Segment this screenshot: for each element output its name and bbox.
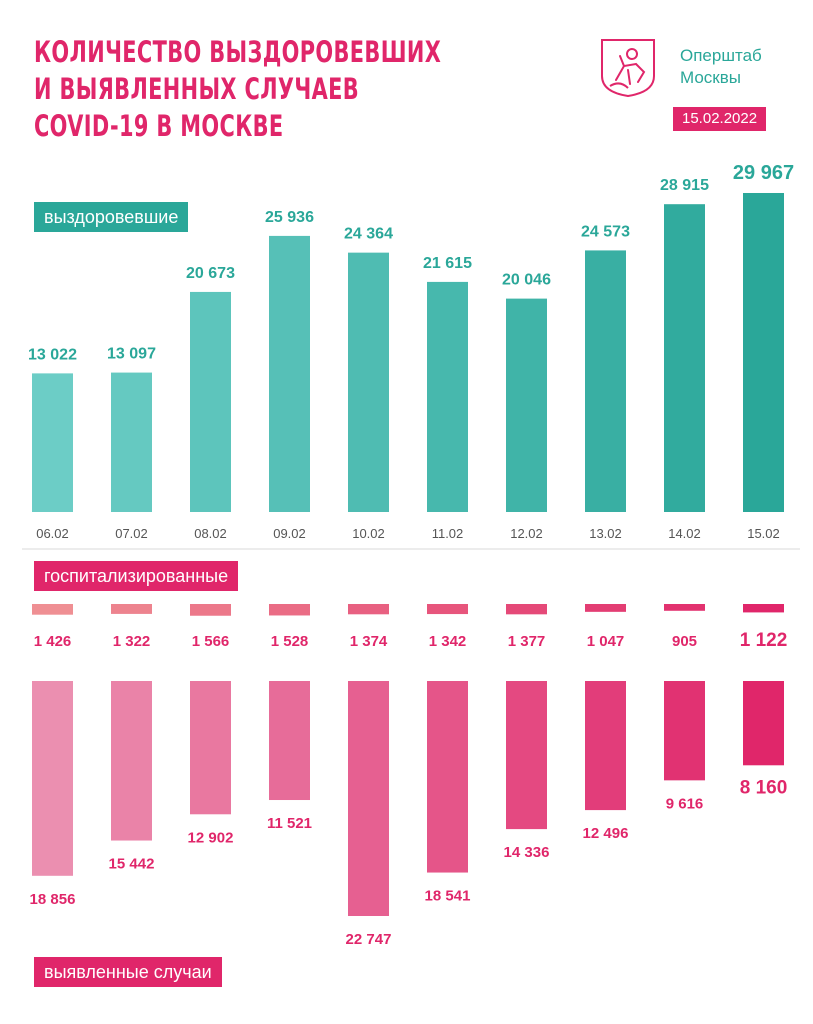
data-label-recovered: 24 573 [581,223,630,240]
data-label-detected: 9 616 [666,795,704,812]
org-name: Оперштаб Москвы [680,45,790,89]
x-tick-label: 06.02 [36,526,69,541]
bar-recovered [506,298,547,512]
org-name-line-1: Оперштаб [680,46,762,65]
bar-recovered [664,204,705,512]
bar-recovered [348,252,389,512]
data-label-hospitalized: 1 322 [113,633,151,650]
data-label-detected: 15 442 [109,856,155,873]
bar-hospitalized [427,604,468,615]
x-tick-label: 10.02 [352,526,385,541]
data-label-recovered: 13 022 [28,346,77,363]
data-label-hospitalized: 1 374 [350,633,388,650]
bar-detected [32,681,73,876]
data-label-recovered: 24 364 [344,226,393,243]
data-label-detected: 18 541 [425,888,471,905]
data-label-detected: 22 747 [346,931,392,948]
bar-detected [427,681,468,873]
bar-hospitalized [506,604,547,615]
data-label-hospitalized: 1 342 [429,633,467,650]
series-label-recovered: выздоровевшие [34,202,189,232]
data-label-hospitalized: 1 377 [508,633,546,650]
data-label-detected: 18 856 [30,891,76,908]
x-tick-label: 08.02 [194,526,227,541]
bar-recovered [743,192,784,512]
bar-detected [348,681,389,916]
data-label-recovered: 28 915 [660,177,709,194]
bar-detected [664,681,705,781]
bar-detected [506,681,547,830]
org-name-line-2: Москвы [680,68,741,87]
bar-recovered [111,372,152,512]
bar-detected [743,681,784,766]
bar-hospitalized [190,604,231,616]
bar-hospitalized [32,604,73,615]
data-label-detected: 12 902 [188,829,234,846]
data-label-hospitalized: 1 047 [587,633,625,650]
x-tick-label: 09.02 [273,526,306,541]
data-label-detected: 12 496 [583,825,629,842]
x-tick-label: 14.02 [668,526,701,541]
page-title: КОЛИЧЕСТВО ВЫЗДОРОВЕВШИХ И ВЫЯВЛЕННЫХ СЛ… [34,34,441,145]
title-line-2: И ВЫЯВЛЕННЫХ СЛУЧАЕВ [34,72,360,106]
bar-detected [585,681,626,811]
data-label-recovered: 20 046 [502,272,551,289]
x-tick-label: 11.02 [432,526,464,541]
bar-detected [190,681,231,815]
x-tick-label: 07.02 [115,526,148,541]
data-label-recovered: 21 615 [423,255,472,272]
data-label-hospitalized: 905 [672,633,697,650]
x-tick-label: 15.02 [747,526,780,541]
data-label-detected: 8 160 [740,777,788,798]
bar-hospitalized [585,604,626,612]
bar-recovered [190,291,231,512]
title-line-1: КОЛИЧЕСТВО ВЫЗДОРОВЕВШИХ [34,35,442,69]
data-label-detected: 14 336 [504,844,550,861]
data-label-recovered: 29 967 [733,162,794,184]
date-badge: 15.02.2022 [673,107,767,131]
data-label-recovered: 20 673 [186,265,235,282]
x-tick-label: 13.02 [589,526,622,541]
data-label-recovered: 13 097 [107,346,156,363]
bar-recovered [585,250,626,513]
bar-recovered [269,235,310,512]
bar-detected [269,681,310,801]
data-label-hospitalized: 1 122 [740,630,788,651]
series-label-hospitalized: госпитализированные [34,561,239,591]
series-label-detected: выявленные случаи [34,957,222,987]
title-line-3: COVID-19 В МОСКВЕ [34,109,284,143]
bar-detected [111,681,152,841]
bar-recovered [32,373,73,512]
data-label-detected: 11 521 [267,815,312,832]
data-label-recovered: 25 936 [265,209,314,226]
bar-hospitalized [664,604,705,611]
data-label-hospitalized: 1 426 [34,633,72,650]
bar-hospitalized [269,604,310,616]
bar-recovered [427,281,468,512]
x-tick-label: 12.02 [510,526,543,541]
bar-hospitalized [348,604,389,615]
moscow-coat-of-arms-icon [598,36,658,103]
data-label-hospitalized: 1 566 [192,633,230,650]
bar-hospitalized [111,604,152,614]
bar-hospitalized [743,604,784,613]
data-label-hospitalized: 1 528 [271,633,309,650]
